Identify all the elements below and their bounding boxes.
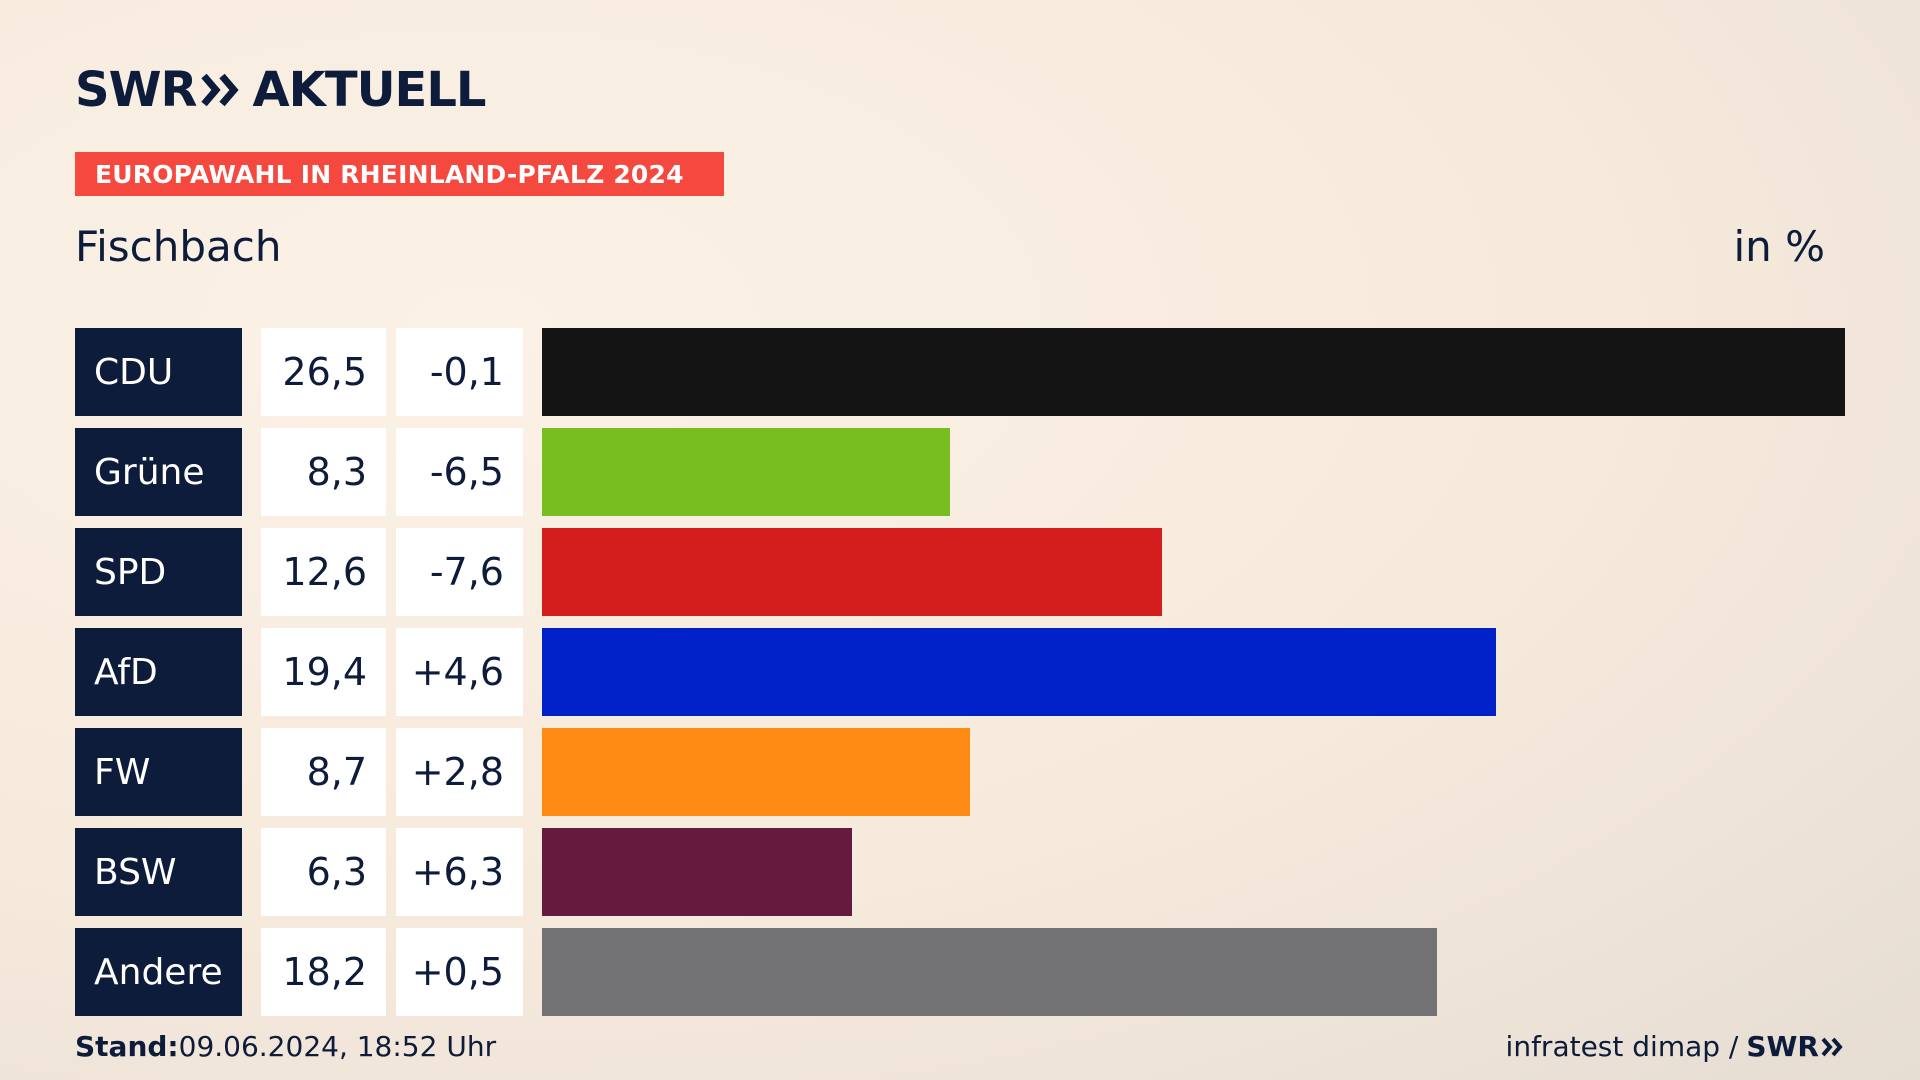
- result-bar: [542, 328, 1845, 416]
- result-bar: [542, 828, 852, 916]
- vote-share-value: 26,5: [261, 328, 386, 416]
- region-title: Fischbach: [75, 222, 282, 271]
- result-row: AfD 19,4 +4,6: [0, 628, 1920, 716]
- party-label: Grüne: [75, 428, 242, 516]
- vote-share-value: 8,7: [261, 728, 386, 816]
- swr-aktuell-logo: SWR AKTUELL: [75, 62, 487, 118]
- source-text: infratest dimap /: [1505, 1030, 1739, 1063]
- party-label: FW: [75, 728, 242, 816]
- result-bar: [542, 628, 1496, 716]
- source-brand-text: SWR: [1746, 1030, 1819, 1063]
- party-label: CDU: [75, 328, 242, 416]
- vote-change-value: +6,3: [396, 828, 523, 916]
- stand-label: Stand:: [75, 1030, 179, 1063]
- vote-change-value: +0,5: [396, 928, 523, 1016]
- vote-change-value: -0,1: [396, 328, 523, 416]
- vote-share-value: 12,6: [261, 528, 386, 616]
- vote-share-value: 6,3: [261, 828, 386, 916]
- vote-change-value: -6,5: [396, 428, 523, 516]
- logo-aktuell-text: AKTUELL: [252, 62, 486, 118]
- vote-share-value: 19,4: [261, 628, 386, 716]
- result-row: Grüne 8,3 -6,5: [0, 428, 1920, 516]
- unit-label: in %: [1733, 222, 1825, 271]
- vote-change-value: +2,8: [396, 728, 523, 816]
- result-bar: [542, 528, 1162, 616]
- double-chevron-icon: [1821, 1037, 1843, 1056]
- result-row: Andere 18,2 +0,5: [0, 928, 1920, 1016]
- party-label: BSW: [75, 828, 242, 916]
- election-banner: EUROPAWAHL IN RHEINLAND-PFALZ 2024: [75, 152, 724, 196]
- result-bar: [542, 728, 970, 816]
- party-label: Andere: [75, 928, 242, 1016]
- logo-swr-text: SWR: [75, 62, 197, 118]
- result-bar: [542, 928, 1437, 1016]
- vote-share-value: 18,2: [261, 928, 386, 1016]
- source-brand: SWR: [1746, 1030, 1845, 1063]
- result-row: FW 8,7 +2,8: [0, 728, 1920, 816]
- party-label: AfD: [75, 628, 242, 716]
- vote-change-value: -7,6: [396, 528, 523, 616]
- result-bar: [542, 428, 951, 516]
- source-footer: infratest dimap / SWR: [1506, 1030, 1845, 1063]
- party-label: SPD: [75, 528, 242, 616]
- vote-change-value: +4,6: [396, 628, 523, 716]
- double-chevron-icon: [201, 73, 240, 107]
- timestamp-footer: Stand:09.06.2024, 18:52 Uhr: [75, 1030, 496, 1063]
- result-row: CDU 26,5 -0,1: [0, 328, 1920, 416]
- stand-value: 09.06.2024, 18:52 Uhr: [178, 1030, 497, 1063]
- result-row: SPD 12,6 -7,6: [0, 528, 1920, 616]
- result-row: BSW 6,3 +6,3: [0, 828, 1920, 916]
- vote-share-value: 8,3: [261, 428, 386, 516]
